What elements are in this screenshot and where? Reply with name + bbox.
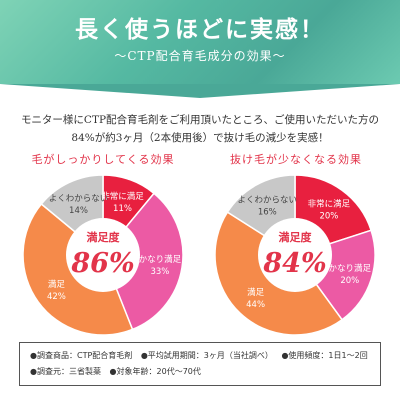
center-value: 84% <box>262 248 326 279</box>
slice-value-label: 14% <box>69 206 88 216</box>
slice-label: 満足 <box>247 288 265 298</box>
pie-center-disc <box>258 218 332 292</box>
slice-label: よくわからない <box>238 196 298 206</box>
slice-label: 非常に満足 <box>308 198 351 209</box>
center-value: 86% <box>70 248 134 279</box>
notes-row: ●調査商品：CTP配合育毛剤 ●平均試用期間：3ヶ月（当社調べ） ●使用頻度：1… <box>30 348 370 364</box>
intro-line: 84%が約3ヶ月（2本使用後）で抜け毛の減少を実感！ <box>71 132 329 144</box>
slice-label: よくわからない <box>49 194 109 204</box>
slice-label: 満足 <box>48 280 66 290</box>
header-banner <box>0 0 400 84</box>
notes-row: ●調査元：三省製薬 ●対象年齢：20代～70代 <box>30 364 370 380</box>
intro-text: モニター様にCTP配合育毛剤をご利用頂いたところ、ご使用いただいた方の 84%が… <box>20 111 380 147</box>
slice-label: かなり満足 <box>139 255 182 265</box>
center-label: 満足度 <box>87 230 121 244</box>
slice-label: かなり満足 <box>329 264 372 274</box>
slice-value-label: 20% <box>340 276 359 286</box>
center-label: 満足度 <box>279 230 313 244</box>
pie-slice <box>102 192 184 331</box>
pie-center-disc <box>66 218 140 292</box>
note-item: ●使用頻度：1日1～2回 <box>281 351 368 360</box>
chart-title-left: 毛がしっかりしてくる効果 <box>31 153 175 166</box>
intro-line: モニター様にCTP配合育毛剤をご利用頂いたところ、ご使用いただいた方の <box>20 114 380 126</box>
note-item: ●平均試用期間：3ヶ月（当社調べ） <box>140 351 273 360</box>
chart-title-right: 抜け毛が少なくなる効果 <box>230 153 362 166</box>
note-item: ●調査元：三省製薬 <box>30 367 101 376</box>
headline: 長く使うほどに実感！ <box>75 16 325 43</box>
slice-value-label: 33% <box>150 267 169 277</box>
subheadline: ～CTP配合育毛成分の効果～ <box>114 49 286 63</box>
note-item: ●対象年齢：20代～70代 <box>109 367 201 376</box>
survey-notes: ●調査商品：CTP配合育毛剤 ●平均試用期間：3ヶ月（当社調べ） ●使用頻度：1… <box>19 342 381 386</box>
slice-value-label: 42% <box>47 292 66 302</box>
slice-value-label: 11% <box>113 204 132 214</box>
slice-value-label: 20% <box>319 211 338 221</box>
slice-value-label: 44% <box>246 300 265 310</box>
note-item: ●調査商品：CTP配合育毛剤 <box>30 351 133 360</box>
slice-value-label: 16% <box>258 208 277 218</box>
slice-label: 非常に満足 <box>101 191 144 202</box>
